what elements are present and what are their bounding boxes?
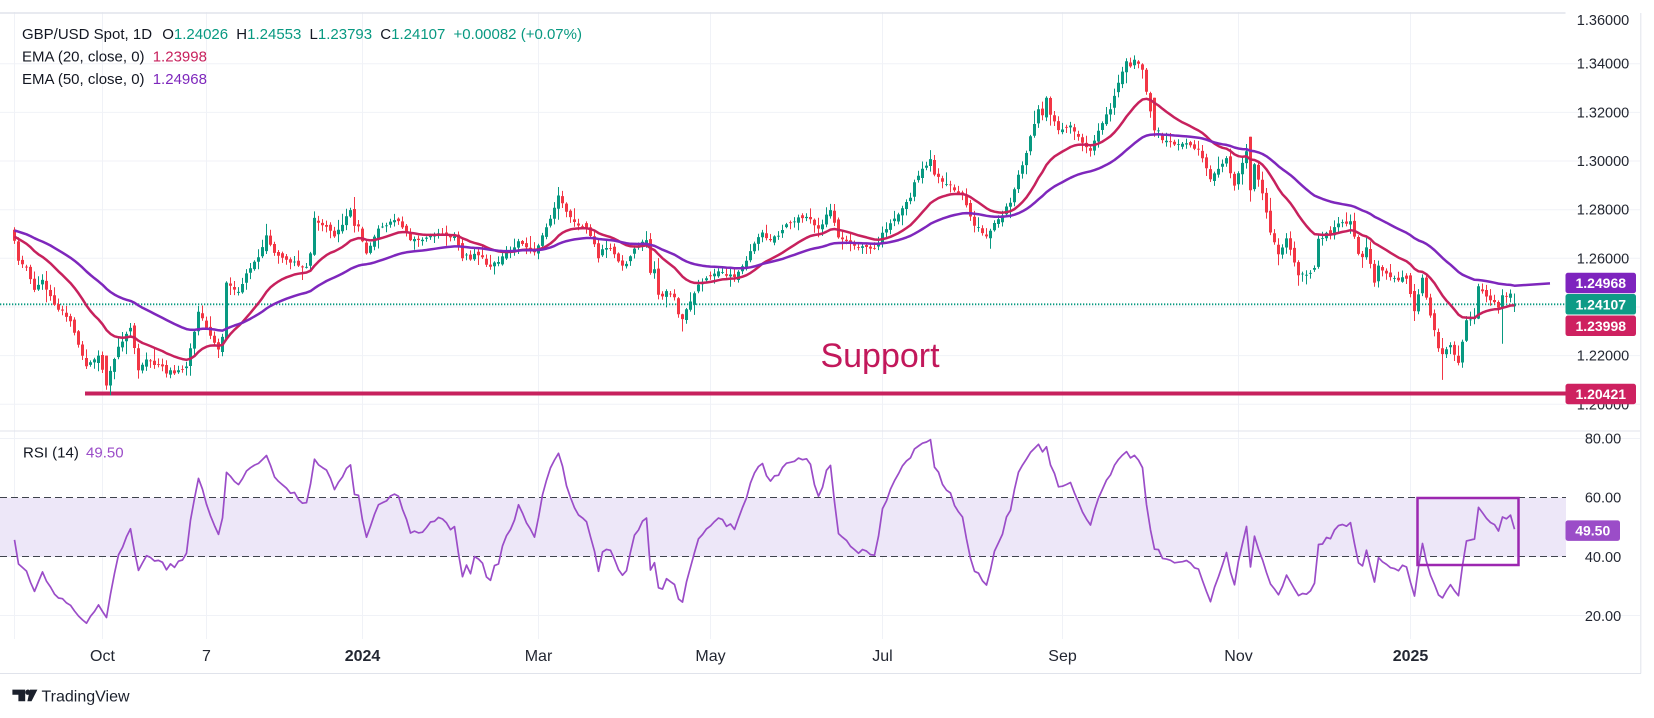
svg-text:Jul: Jul [872,648,892,665]
svg-text:GBP/USD Spot, 1D O1.24026 H1.2: GBP/USD Spot, 1D O1.24026 H1.24553 L1.23… [22,26,582,43]
svg-text:Support: Support [820,337,940,375]
svg-text:1.26000: 1.26000 [1577,251,1629,267]
svg-text:40.00: 40.00 [1585,550,1621,566]
svg-text:1.28000: 1.28000 [1577,203,1629,219]
svg-text:1.32000: 1.32000 [1577,105,1629,121]
svg-text:1.36000: 1.36000 [1577,13,1629,29]
svg-text:Mar: Mar [525,648,553,665]
svg-text:Nov: Nov [1224,648,1252,665]
svg-text:May: May [695,648,725,665]
svg-text:20.00: 20.00 [1585,609,1621,625]
svg-text:EMA (20, close, 0) 1.23998: EMA (20, close, 0) 1.23998 [22,49,207,66]
svg-text:EMA (50, close, 0) 1.24968: EMA (50, close, 0) 1.24968 [22,71,207,88]
svg-text:1.23998: 1.23998 [1575,318,1626,334]
svg-text:1.22000: 1.22000 [1577,349,1629,365]
svg-text:1.20421: 1.20421 [1575,386,1626,402]
svg-text:Oct: Oct [90,648,115,665]
svg-text:7: 7 [202,648,211,665]
svg-text:TradingView: TradingView [42,689,130,706]
svg-text:2024: 2024 [345,648,381,665]
svg-text:RSI (14) 49.50: RSI (14) 49.50 [23,445,124,462]
svg-text:Sep: Sep [1048,648,1077,665]
svg-text:1.34000: 1.34000 [1577,57,1629,73]
svg-text:2025: 2025 [1393,648,1429,665]
svg-text:1.24968: 1.24968 [1575,275,1626,291]
svg-text:1.24107: 1.24107 [1575,296,1626,312]
svg-text:60.00: 60.00 [1585,491,1621,507]
svg-text:49.50: 49.50 [1575,523,1610,539]
svg-text:80.00: 80.00 [1585,432,1621,448]
svg-text:1.30000: 1.30000 [1577,154,1629,170]
